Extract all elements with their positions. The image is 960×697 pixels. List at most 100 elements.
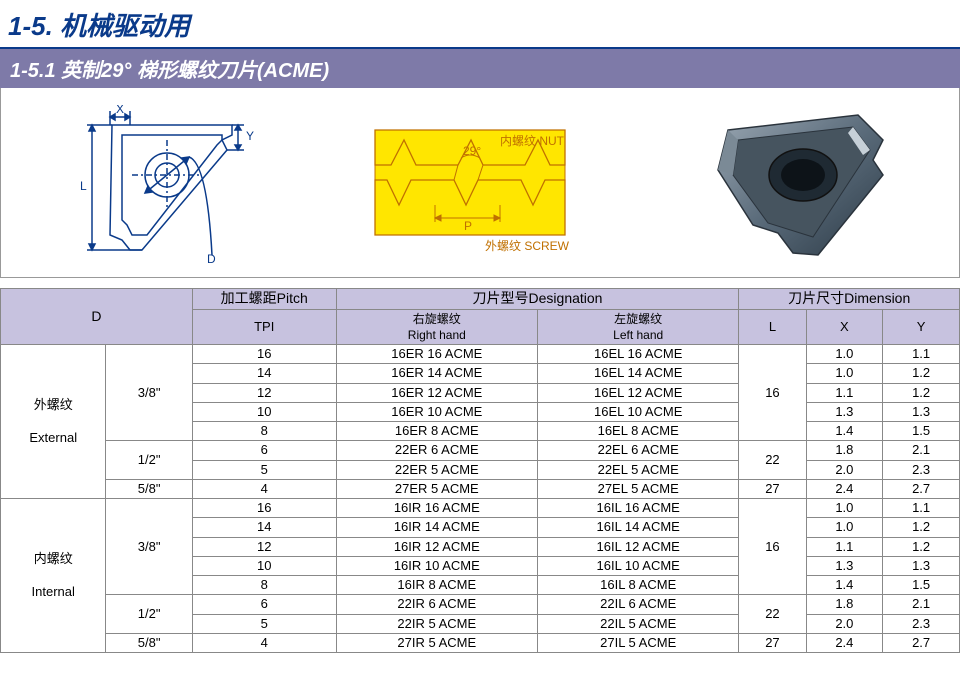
spec-table: D 加工螺距Pitch 刀片型号Designation 刀片尺寸Dimensio… [0, 288, 960, 653]
col-pitch: 加工螺距Pitch [192, 289, 336, 310]
cell-tpi: 14 [192, 364, 336, 383]
cell-tpi: 8 [192, 576, 336, 595]
svg-text:D: D [207, 252, 216, 265]
cell-D: 3/8" [106, 499, 192, 595]
cell-D: 1/2" [106, 595, 192, 634]
cell-D: 3/8" [106, 345, 192, 441]
cell-L: 27 [739, 633, 806, 652]
diagram-row: X Y L D [0, 88, 960, 278]
col-designation: 刀片型号Designation [336, 289, 739, 310]
cell-X: 1.0 [806, 364, 883, 383]
cell-Y: 2.3 [883, 460, 960, 479]
cell-left: 22EL 5 ACME [538, 460, 739, 479]
cell-right: 16IR 8 ACME [336, 576, 537, 595]
svg-text:Y: Y [246, 129, 254, 143]
cell-X: 1.4 [806, 422, 883, 441]
cell-tpi: 10 [192, 402, 336, 421]
cell-Y: 1.2 [883, 537, 960, 556]
cell-X: 2.4 [806, 479, 883, 498]
cell-left: 27IL 5 ACME [538, 633, 739, 652]
cell-right: 16IR 16 ACME [336, 499, 537, 518]
cell-X: 1.0 [806, 499, 883, 518]
cell-right: 16IR 14 ACME [336, 518, 537, 537]
cell-tpi: 6 [192, 595, 336, 614]
cell-X: 2.0 [806, 614, 883, 633]
cell-Y: 1.5 [883, 422, 960, 441]
cell-Y: 2.7 [883, 479, 960, 498]
table-body: 外螺纹External3/8"1616ER 16 ACME16EL 16 ACM… [1, 345, 960, 653]
cell-X: 1.8 [806, 441, 883, 460]
group-label: 外螺纹External [1, 345, 106, 499]
svg-text:P: P [464, 219, 472, 233]
cell-left: 16EL 14 ACME [538, 364, 739, 383]
cell-right: 16ER 10 ACME [336, 402, 537, 421]
col-X: X [806, 309, 883, 345]
col-tpi: TPI [192, 309, 336, 345]
cell-D: 5/8" [106, 633, 192, 652]
cell-left: 16IL 16 ACME [538, 499, 739, 518]
cell-Y: 1.1 [883, 499, 960, 518]
cell-L: 16 [739, 499, 806, 595]
cell-left: 16IL 10 ACME [538, 556, 739, 575]
svg-text:外螺纹 SCREW: 外螺纹 SCREW [485, 239, 570, 253]
group-label: 内螺纹Internal [1, 499, 106, 653]
cell-left: 16IL 14 ACME [538, 518, 739, 537]
cell-left: 16IL 8 ACME [538, 576, 739, 595]
col-right: 右旋螺纹 Right hand [336, 309, 537, 345]
cell-X: 1.8 [806, 595, 883, 614]
svg-text:X: X [116, 105, 124, 116]
cell-Y: 2.1 [883, 441, 960, 460]
table-row: 5/8"427IR 5 ACME27IL 5 ACME272.42.7 [1, 633, 960, 652]
cell-D: 1/2" [106, 441, 192, 480]
cell-Y: 1.5 [883, 576, 960, 595]
cell-Y: 2.7 [883, 633, 960, 652]
cell-tpi: 8 [192, 422, 336, 441]
cell-tpi: 14 [192, 518, 336, 537]
col-left: 左旋螺纹 Left hand [538, 309, 739, 345]
cell-Y: 1.1 [883, 345, 960, 364]
cell-L: 22 [739, 595, 806, 634]
cell-X: 2.0 [806, 460, 883, 479]
cell-X: 1.0 [806, 345, 883, 364]
svg-text:内螺纹 NUT: 内螺纹 NUT [500, 134, 565, 148]
cell-right: 22ER 6 ACME [336, 441, 537, 460]
cell-right: 27IR 5 ACME [336, 633, 537, 652]
cell-left: 16EL 8 ACME [538, 422, 739, 441]
col-Y: Y [883, 309, 960, 345]
cell-tpi: 4 [192, 633, 336, 652]
col-L: L [739, 309, 806, 345]
cell-tpi: 10 [192, 556, 336, 575]
table-row: 内螺纹Internal3/8"1616IR 16 ACME16IL 16 ACM… [1, 499, 960, 518]
table-row: 1/2"622ER 6 ACME22EL 6 ACME221.82.1 [1, 441, 960, 460]
cell-left: 22EL 6 ACME [538, 441, 739, 460]
cell-Y: 1.3 [883, 402, 960, 421]
cell-D: 5/8" [106, 479, 192, 498]
cell-right: 22IR 5 ACME [336, 614, 537, 633]
cell-right: 22IR 6 ACME [336, 595, 537, 614]
thread-profile-drawing: 内螺纹 NUT 29° P 外螺纹 SCREW [355, 110, 585, 260]
insert-photo [678, 105, 908, 265]
cell-right: 16ER 16 ACME [336, 345, 537, 364]
table-row: 5/8"427ER 5 ACME27EL 5 ACME272.42.7 [1, 479, 960, 498]
cell-tpi: 5 [192, 614, 336, 633]
table-row: 外螺纹External3/8"1616ER 16 ACME16EL 16 ACM… [1, 345, 960, 364]
cell-tpi: 16 [192, 499, 336, 518]
cell-L: 27 [739, 479, 806, 498]
page-title: 1-5. 机械驱动用 [0, 0, 960, 49]
cell-X: 1.4 [806, 576, 883, 595]
cell-tpi: 12 [192, 537, 336, 556]
cell-Y: 1.3 [883, 556, 960, 575]
cell-X: 2.4 [806, 633, 883, 652]
cell-Y: 1.2 [883, 383, 960, 402]
cell-right: 16ER 14 ACME [336, 364, 537, 383]
cell-left: 27EL 5 ACME [538, 479, 739, 498]
cell-L: 16 [739, 345, 806, 441]
cell-X: 1.1 [806, 537, 883, 556]
cell-tpi: 5 [192, 460, 336, 479]
cell-L: 22 [739, 441, 806, 480]
cell-right: 16ER 8 ACME [336, 422, 537, 441]
cell-tpi: 12 [192, 383, 336, 402]
cell-left: 16EL 10 ACME [538, 402, 739, 421]
cell-left: 22IL 6 ACME [538, 595, 739, 614]
cell-Y: 2.1 [883, 595, 960, 614]
